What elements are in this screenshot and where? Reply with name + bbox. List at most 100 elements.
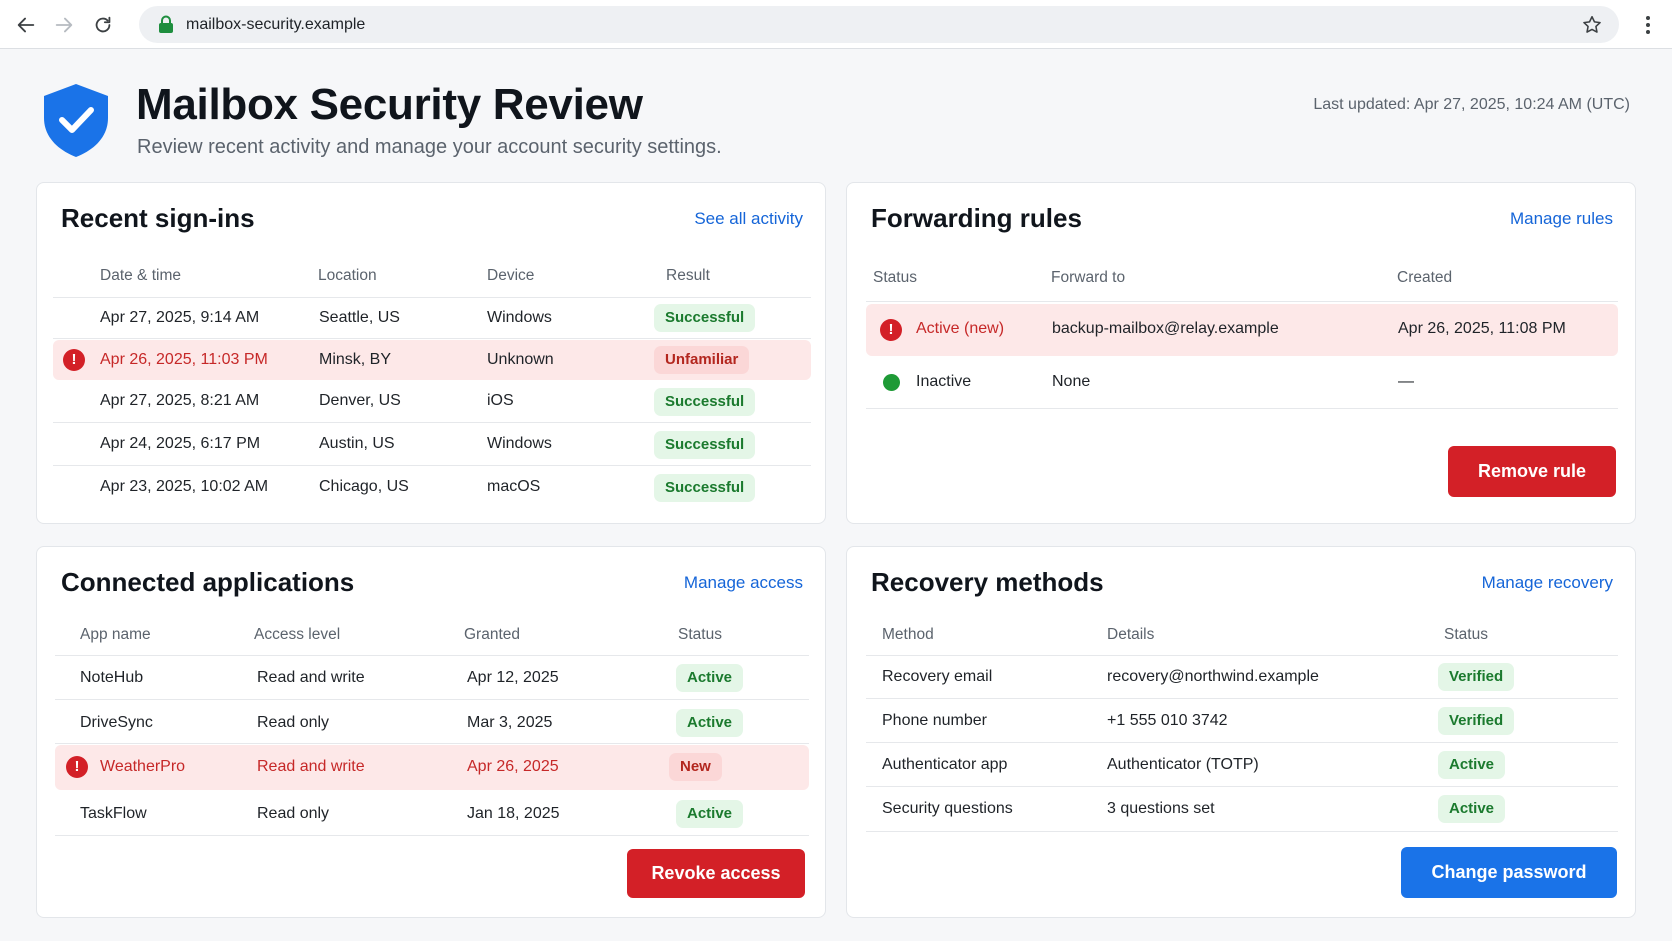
- forward-button[interactable]: [51, 12, 77, 38]
- recovery-method: Recovery email: [882, 668, 993, 685]
- app-name: TaskFlow: [80, 805, 147, 822]
- forwarding-rules-card: Forwarding rules Manage rules Status For…: [846, 182, 1636, 524]
- signin-datetime: Apr 27, 2025, 8:21 AM: [100, 392, 260, 409]
- remove-rule-button[interactable]: Remove rule: [1448, 446, 1616, 497]
- table-row[interactable]: NoteHub Read and write Apr 12, 2025 Acti…: [55, 656, 809, 700]
- manage-rules-link[interactable]: Manage rules: [1509, 209, 1613, 228]
- app-access: Read and write: [257, 758, 365, 775]
- manage-recovery-link[interactable]: Manage recovery: [1481, 573, 1613, 592]
- see-all-activity-link[interactable]: See all activity: [694, 209, 803, 228]
- signin-device: macOS: [487, 478, 541, 495]
- column-header-forward-to: Forward to: [1051, 269, 1126, 286]
- status-badge: Verified: [1438, 707, 1515, 735]
- table-row[interactable]: Recovery email recovery@northwind.exampl…: [866, 656, 1618, 699]
- table-row[interactable]: Apr 27, 2025, 8:21 AM Denver, US iOS Suc…: [53, 381, 811, 423]
- status-badge: Successful: [654, 388, 756, 416]
- table-row[interactable]: Authenticator app Authenticator (TOTP) A…: [866, 744, 1618, 787]
- column-header-app-name: App name: [80, 626, 151, 643]
- table-row-alert[interactable]: ! Active (new) backup-mailbox@relay.exam…: [866, 304, 1618, 356]
- app-granted: Jan 18, 2025: [467, 805, 560, 822]
- column-header-device: Device: [487, 267, 535, 284]
- last-updated: Last updated: Apr 27, 2025, 10:24 AM (UT…: [1313, 96, 1630, 113]
- change-password-button[interactable]: Change password: [1401, 847, 1617, 898]
- recovery-methods-card: Recovery methods Manage recovery Method …: [846, 546, 1636, 918]
- column-header-method: Method: [882, 626, 934, 643]
- alert-icon: !: [66, 756, 88, 778]
- app-name: NoteHub: [80, 669, 144, 686]
- recovery-method: Authenticator app: [882, 756, 1008, 773]
- app-granted: Mar 3, 2025: [467, 714, 553, 731]
- rule-status: Inactive: [916, 373, 972, 390]
- arrow-left-icon: [17, 17, 35, 33]
- recent-signins-card: Recent sign-ins See all activity Date & …: [36, 182, 826, 524]
- kebab-menu-icon[interactable]: [1638, 13, 1658, 37]
- manage-access-link[interactable]: Manage access: [683, 573, 803, 592]
- column-header-location: Location: [318, 267, 377, 284]
- app-access: Read only: [257, 714, 330, 731]
- app-name: WeatherPro: [100, 758, 186, 775]
- status-badge: Active: [676, 709, 744, 737]
- table-row[interactable]: Apr 23, 2025, 10:02 AM Chicago, US macOS…: [53, 467, 811, 509]
- table-row[interactable]: Security questions 3 questions set Activ…: [866, 788, 1618, 832]
- table-row-alert[interactable]: ! Apr 26, 2025, 11:03 PM Minsk, BY Unkno…: [53, 340, 811, 380]
- browser-toolbar: mailbox-security.example: [0, 0, 1672, 49]
- recovery-title: Recovery methods: [871, 567, 1104, 597]
- back-button[interactable]: [13, 12, 39, 38]
- rule-status: Active (new): [916, 320, 1005, 337]
- signins-title: Recent sign-ins: [61, 203, 255, 233]
- table-row[interactable]: Apr 27, 2025, 9:14 AM Seattle, US Window…: [53, 298, 811, 339]
- recovery-details: Authenticator (TOTP): [1107, 756, 1259, 773]
- signin-location: Denver, US: [319, 392, 401, 409]
- table-row[interactable]: Phone number +1 555 010 3742 Verified: [866, 700, 1618, 743]
- reload-button[interactable]: [90, 12, 116, 38]
- signin-datetime: Apr 23, 2025, 10:02 AM: [100, 478, 269, 495]
- forwarding-title: Forwarding rules: [871, 203, 1082, 233]
- status-badge: Active: [676, 800, 744, 828]
- table-row[interactable]: Inactive None —: [866, 357, 1618, 409]
- page-subtitle: Review recent activity and manage your a…: [137, 136, 722, 158]
- alert-icon: !: [63, 349, 85, 371]
- table-row[interactable]: Apr 24, 2025, 6:17 PM Austin, US Windows…: [53, 424, 811, 466]
- star-icon[interactable]: [1581, 14, 1603, 36]
- signin-device: Unknown: [487, 351, 554, 368]
- table-row[interactable]: DriveSync Read only Mar 3, 2025 Active: [55, 701, 809, 744]
- recovery-details: +1 555 010 3742: [1107, 712, 1228, 729]
- signin-datetime: Apr 26, 2025, 11:03 PM: [100, 351, 268, 368]
- column-header-access-level: Access level: [254, 626, 341, 643]
- rule-forward-to: None: [1052, 373, 1091, 390]
- url-text: mailbox-security.example: [186, 16, 366, 33]
- status-dot-icon: [883, 374, 900, 391]
- status-badge: Active: [1438, 751, 1506, 779]
- column-header-result: Result: [666, 267, 710, 284]
- status-badge: Successful: [654, 304, 756, 332]
- arrow-right-icon: [55, 17, 73, 33]
- signin-datetime: Apr 24, 2025, 6:17 PM: [100, 435, 261, 452]
- table-row-alert[interactable]: ! WeatherPro Read and write Apr 26, 2025…: [55, 745, 809, 790]
- status-badge: Successful: [654, 474, 756, 502]
- column-header-granted: Granted: [464, 626, 521, 643]
- revoke-access-button[interactable]: Revoke access: [627, 849, 805, 898]
- column-header-status: Status: [1444, 626, 1488, 643]
- recovery-details: 3 questions set: [1107, 800, 1215, 817]
- recovery-method: Security questions: [882, 800, 1013, 817]
- column-header-status: Status: [873, 269, 917, 286]
- column-header-status: Status: [678, 626, 722, 643]
- app-granted: Apr 26, 2025: [467, 758, 559, 775]
- status-badge: New: [669, 753, 722, 781]
- signin-device: Windows: [487, 309, 552, 326]
- column-header-details: Details: [1107, 626, 1155, 643]
- connected-apps-card: Connected applications Manage access App…: [36, 546, 826, 918]
- status-badge: Active: [1438, 795, 1506, 823]
- signin-location: Austin, US: [319, 435, 395, 452]
- recovery-method: Phone number: [882, 712, 987, 729]
- column-header-created: Created: [1397, 269, 1453, 286]
- address-bar[interactable]: mailbox-security.example: [139, 6, 1619, 43]
- reload-icon: [95, 16, 111, 33]
- rule-created: —: [1398, 373, 1414, 390]
- column-header-datetime: Date & time: [100, 267, 181, 284]
- page-title: Mailbox Security Review: [136, 80, 643, 129]
- status-badge: Unfamiliar: [654, 346, 750, 374]
- table-row[interactable]: TaskFlow Read only Jan 18, 2025 Active: [55, 791, 809, 836]
- app-access: Read and write: [257, 669, 365, 686]
- status-badge: Successful: [654, 431, 756, 459]
